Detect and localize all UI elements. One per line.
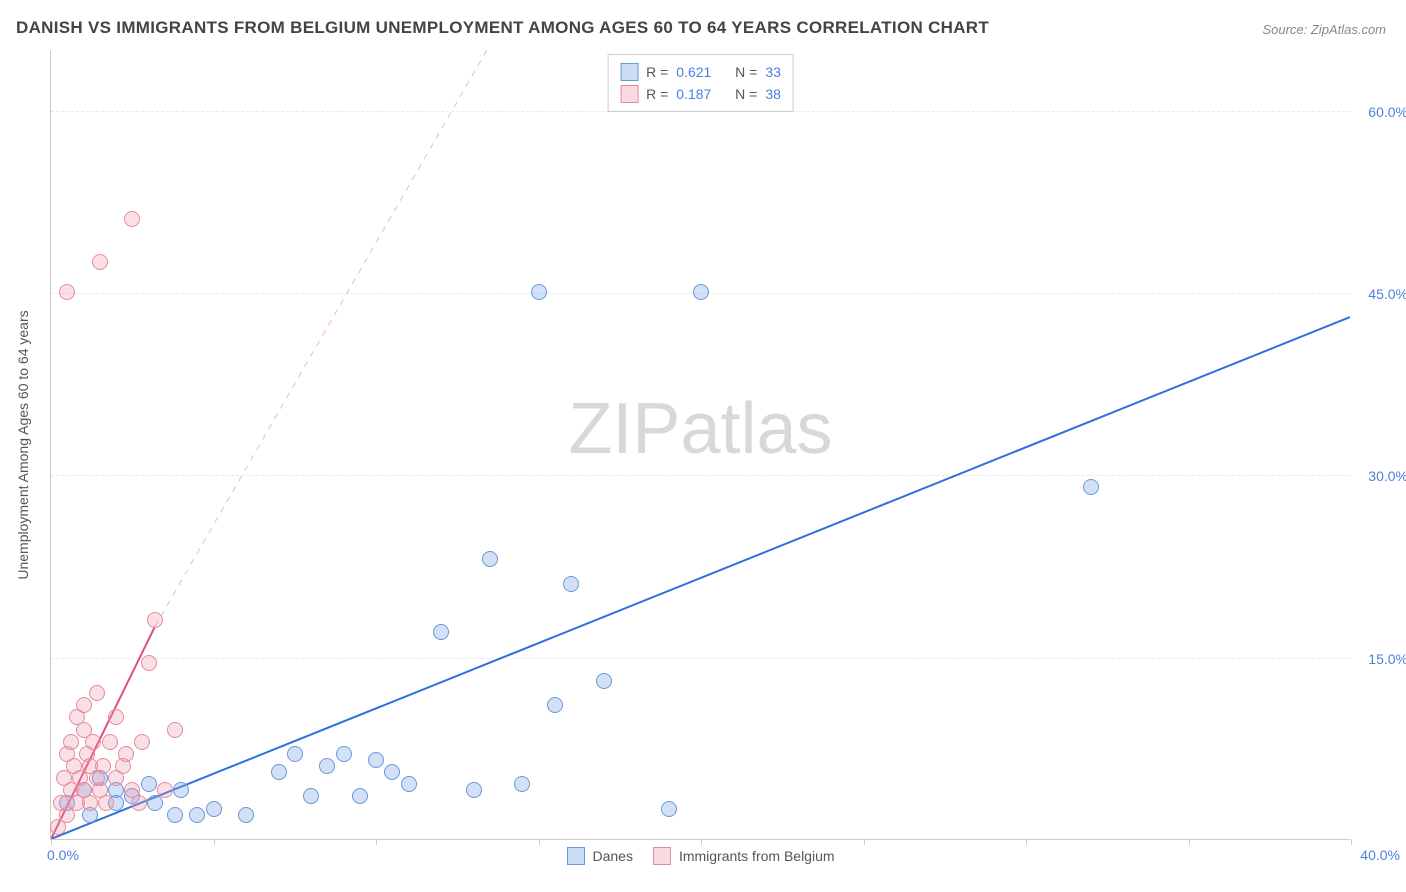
data-point [102,734,118,750]
data-point [147,612,163,628]
legend-r-value: 0.621 [676,64,711,80]
x-tick [539,839,540,845]
data-point [238,807,254,823]
legend-r-value: 0.187 [676,86,711,102]
data-point [59,284,75,300]
data-point [141,655,157,671]
data-point [693,284,709,300]
data-point [563,576,579,592]
data-point [173,782,189,798]
data-point [134,734,150,750]
data-point [287,746,303,762]
data-point [547,697,563,713]
legend-n-value: 33 [765,64,781,80]
x-tick [214,839,215,845]
data-point [108,709,124,725]
data-point [303,788,319,804]
data-point [514,776,530,792]
data-point [661,801,677,817]
x-tick [51,839,52,845]
gridline: 30.0% [51,475,1350,476]
legend-series: Danes Immigrants from Belgium [566,847,834,865]
source-label: Source: ZipAtlas.com [1262,22,1386,37]
legend-row: R = 0.621 N = 33 [620,61,781,83]
data-point [368,752,384,768]
data-point [352,788,368,804]
data-point [157,782,173,798]
x-origin-label: 0.0% [47,847,79,863]
data-point [466,782,482,798]
data-point [319,758,335,774]
legend-n-label: N = [735,86,757,102]
legend-label: Danes [592,848,632,864]
data-point [98,795,114,811]
x-tick [1189,839,1190,845]
data-point [433,624,449,640]
y-tick-label: 60.0% [1353,104,1406,120]
regression-line [51,317,1350,839]
legend-swatch [653,847,671,865]
regression-line-dashed [155,50,522,627]
data-point [76,697,92,713]
data-point [531,284,547,300]
y-axis-title: Unemployment Among Ages 60 to 64 years [15,310,31,579]
data-point [189,807,205,823]
x-tick [864,839,865,845]
x-tick [1351,839,1352,845]
gridline: 15.0% [51,658,1350,659]
data-point [206,801,222,817]
x-max-label: 40.0% [1360,847,1400,863]
data-point [63,734,79,750]
x-tick [701,839,702,845]
y-tick-label: 15.0% [1353,651,1406,667]
data-point [336,746,352,762]
data-point [167,722,183,738]
data-point [1083,479,1099,495]
data-point [384,764,400,780]
data-point [167,807,183,823]
data-point [596,673,612,689]
y-tick-label: 30.0% [1353,468,1406,484]
scatter-plot: ZIPatlas Unemployment Among Ages 60 to 6… [50,50,1350,840]
legend-correlation: R = 0.621 N = 33 R = 0.187 N = 38 [607,54,794,112]
data-point [271,764,287,780]
legend-swatch [566,847,584,865]
legend-swatch [620,63,638,81]
data-point [85,734,101,750]
legend-n-label: N = [735,64,757,80]
chart-title: DANISH VS IMMIGRANTS FROM BELGIUM UNEMPL… [16,18,989,38]
data-point [124,211,140,227]
x-tick [1026,839,1027,845]
legend-item: Danes [566,847,632,865]
watermark: ZIPatlas [568,388,832,470]
data-point [92,254,108,270]
y-tick-label: 45.0% [1353,286,1406,302]
data-point [131,795,147,811]
legend-item: Immigrants from Belgium [653,847,835,865]
legend-n-value: 38 [765,86,781,102]
data-point [95,758,111,774]
legend-r-label: R = [646,86,668,102]
x-tick [376,839,377,845]
legend-row: R = 0.187 N = 38 [620,83,781,105]
data-point [89,685,105,701]
legend-label: Immigrants from Belgium [679,848,835,864]
data-point [482,551,498,567]
data-point [141,776,157,792]
legend-swatch [620,85,638,103]
data-point [118,746,134,762]
data-point [401,776,417,792]
legend-r-label: R = [646,64,668,80]
